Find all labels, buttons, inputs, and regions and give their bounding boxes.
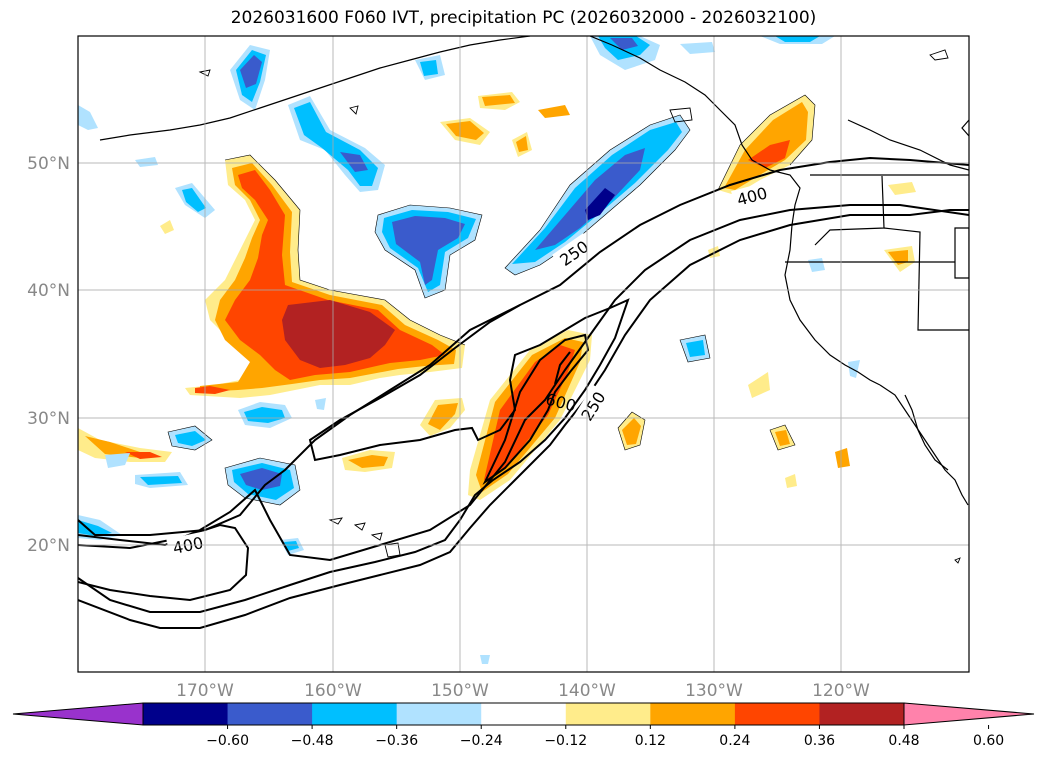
positive-precip-shading [78,92,916,500]
gridlines [78,36,969,672]
colorbar-tick-label: 0.48 [888,733,919,749]
colorbar-box [312,703,398,725]
colorbar-tick-label: −0.60 [206,733,249,749]
colorbar-box [396,703,482,725]
lon-label: 120°W [812,681,870,701]
colorbar-extend-low [12,702,144,726]
lon-label: 140°W [558,681,616,701]
colorbar-box [650,703,736,725]
lat-label: 30°N [27,409,70,429]
map-area [78,36,969,672]
lon-label: 130°W [685,681,743,701]
colorbar: −0.60 −0.48 −0.36 −0.24 −0.12 0.12 0.24 0.36 0.4… [12,702,1035,749]
colorbar-box [143,703,229,725]
colorbar-tick-label: −0.12 [544,733,587,749]
map-frame [77,35,970,673]
colorbar-box [565,703,651,725]
islands [198,49,961,564]
colorbar-extend-high [903,702,1035,726]
colorbar-box [481,703,567,725]
lat-label: 40°N [27,281,70,301]
colorbar-tick-label: 0.36 [804,733,835,749]
negative-precip-shading [78,36,860,664]
ivt-contours [78,156,969,629]
lon-label: 160°W [304,681,362,701]
lon-label: 170°W [176,681,234,701]
lon-label: 150°W [431,681,489,701]
lat-label: 50°N [27,154,70,174]
colorbar-box [819,703,905,725]
lon-axis: 170°W 160°W 150°W 140°W 130°W 120°W [176,681,870,701]
colorbar-tick-label: −0.48 [291,733,334,749]
colorbar-tick-label: 0.24 [719,733,750,749]
lat-axis: 50°N 40°N 30°N 20°N [27,154,70,556]
shading-outlines [167,94,816,506]
colorbar-tick-label: 0.12 [635,733,666,749]
colorbar-tick-label: 0.60 [973,733,1004,749]
colorbar-frame [142,702,905,726]
colorbar-box [227,703,313,725]
lat-label: 20°N [27,536,70,556]
map-title: 2026031600 F060 IVT, precipitation PC (2… [230,8,817,28]
colorbar-tick-label: −0.36 [375,733,418,749]
colorbar-tick-label: −0.24 [460,733,503,749]
colorbar-box [734,703,820,725]
